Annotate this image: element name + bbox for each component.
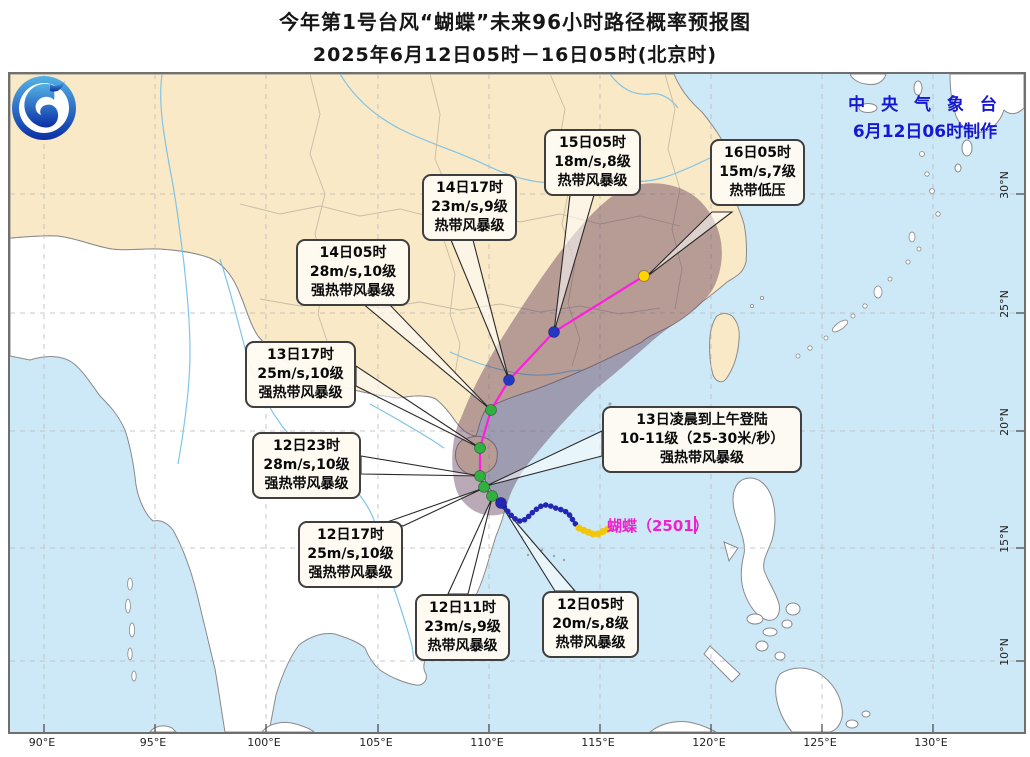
island-luzon [732, 477, 780, 621]
graticule [10, 74, 1024, 732]
point-14d17-ts [503, 374, 515, 386]
island-palawan [703, 645, 741, 683]
kyushu [949, 74, 1024, 133]
wedge-13d17 [355, 364, 481, 449]
lat-tick-label: 30°N [998, 171, 1011, 199]
callout-12d05: 12日05时 20m/s,8级 热带风暴级 [542, 591, 639, 658]
agency-issued-time: 6月12日06时制作 [852, 122, 998, 142]
lat-tick-label: 20°N [998, 408, 1011, 436]
point-12d23-sts [474, 470, 486, 482]
point-16d05-td [638, 270, 650, 282]
title-line-1: 今年第1号台风“蝴蝶”未来96小时路径概率预报图 [278, 10, 752, 34]
island-mindanao [775, 667, 843, 732]
axis-ticks [43, 193, 1024, 732]
islands-indonesia-borneo [149, 721, 717, 732]
probability-cone [452, 183, 722, 516]
storm-label-bar [694, 516, 696, 534]
title-line-2: 2025年6月12日05时－16日05时(北京时) [312, 44, 718, 66]
island-jeju [858, 103, 878, 113]
forecast-track-points [474, 270, 650, 509]
korea-coast [849, 74, 887, 85]
lon-tick-label: 100°E [247, 736, 281, 749]
island-hainan [455, 435, 498, 476]
lat-tick-label: 15°N [998, 525, 1011, 553]
point-13d17-sts [474, 442, 486, 454]
wedge-12d23 [360, 455, 481, 477]
lon-tick-label: 90°E [28, 736, 56, 749]
map-canvas [10, 74, 1024, 732]
point-12d17-sts [478, 481, 490, 493]
point-12d11-ts [486, 490, 498, 502]
point-14d05-sts [485, 404, 497, 416]
lon-tick-label: 95°E [139, 736, 167, 749]
wedge-16d05 [644, 211, 734, 279]
island-mindoro [723, 541, 739, 563]
current-position-marker [495, 497, 507, 509]
cma-logo-icon [12, 76, 76, 140]
callout-12d23: 12日23时 28m/s,10级 强热带风暴级 [252, 432, 361, 499]
river-red [369, 403, 445, 449]
observed-track-past [498, 500, 580, 529]
lon-tick-label: 110°E [470, 736, 504, 749]
point-15d05-ts [548, 326, 560, 338]
callout-13d17: 13日17时 25m/s,10级 强热带风暴级 [245, 341, 356, 408]
callout-15d05: 15日05时 18m/s,8级 热带风暴级 [544, 129, 641, 196]
page-title: 今年第1号台风“蝴蝶”未来96小时路径概率预报图 2025年6月12日05时－1… [0, 6, 1030, 67]
river-north [609, 74, 679, 109]
islands-ryukyu [795, 151, 941, 359]
callout-landfall: 13日凌晨到上午登陆 10-11级（25-30米/秒） 强热带风暴级 [602, 406, 802, 473]
river-pearl [449, 351, 583, 376]
islands-philippines [703, 477, 871, 732]
island-taiwan [709, 313, 740, 383]
callout-12d17: 12日17时 25m/s,10级 强热带风暴级 [298, 521, 403, 588]
river-salween [160, 74, 191, 465]
islands-andaman [125, 577, 137, 682]
lon-tick-label: 115°E [581, 736, 615, 749]
observed-track-early [575, 524, 612, 538]
callout-16d05: 16日05时 15m/s,7级 热带低压 [710, 139, 805, 206]
lat-tick-label: 25°N [998, 290, 1011, 318]
callout-14d17: 14日17时 23m/s,9级 热带风暴级 [422, 174, 517, 241]
lon-tick-label: 105°E [359, 736, 393, 749]
lon-tick-label: 125°E [803, 736, 837, 749]
storm-name-label: 蝴蝶（2501） [607, 517, 709, 535]
callout-12d11: 12日11时 23m/s,9级 热带风暴级 [415, 594, 510, 661]
agency-block: 中 央 气 象 台 6月12日06时制作 [840, 90, 1010, 142]
lon-tick-label: 120°E [692, 736, 726, 749]
island-tsushima [913, 80, 923, 96]
lat-tick-label: 10°N [998, 638, 1011, 666]
typhoon-forecast-map: 中 央 气 象 台 6月12日06时制作 蝴蝶（2501） 15日05时 18m… [8, 72, 1026, 734]
islands-japan-korea [849, 74, 1024, 173]
callout-14d05: 14日05时 28m/s,10级 强热带风暴级 [296, 239, 410, 306]
lon-tick-label: 130°E [914, 736, 948, 749]
agency-name: 中 央 气 象 台 [848, 95, 1002, 115]
callout-leader-wedges [355, 194, 734, 595]
river-yangtze [339, 74, 726, 184]
